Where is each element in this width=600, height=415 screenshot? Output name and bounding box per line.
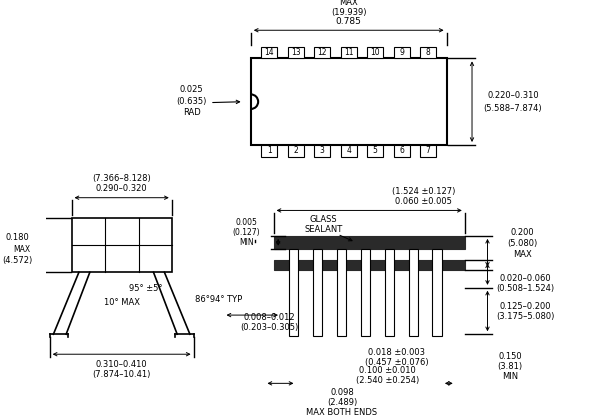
Bar [274,261,465,270]
Bar [341,145,357,157]
Bar [314,46,331,59]
Text: 6: 6 [399,146,404,155]
Text: 0.100 ±0.010: 0.100 ±0.010 [359,366,416,375]
Text: 86°94° TYP: 86°94° TYP [194,295,242,304]
Text: (5.080): (5.080) [507,239,537,248]
Bar [261,145,277,157]
Bar [409,249,418,336]
Text: 9: 9 [399,48,404,57]
Bar [337,249,346,336]
Text: 0.290–0.320: 0.290–0.320 [96,184,148,193]
Text: (3.175–5.080): (3.175–5.080) [497,312,555,321]
Text: MIN: MIN [502,371,518,381]
Text: SEALANT: SEALANT [305,225,343,234]
Text: 0.180: 0.180 [5,233,29,242]
Bar [289,249,298,336]
Text: (0.203–0.305): (0.203–0.305) [240,323,298,332]
Text: 0.125–0.200: 0.125–0.200 [500,303,551,311]
Text: 2: 2 [293,146,298,155]
Text: (19.939): (19.939) [331,7,367,17]
Text: 0.785: 0.785 [336,17,362,26]
Text: (0.457 ±0.076): (0.457 ±0.076) [365,358,428,367]
Bar [367,145,383,157]
Text: 14: 14 [265,48,274,57]
Text: (7.366–8.128): (7.366–8.128) [92,174,151,183]
Bar [71,218,172,272]
Text: RAD: RAD [183,108,200,117]
Text: (5.588–7.874): (5.588–7.874) [484,105,542,113]
Text: 1: 1 [267,146,272,155]
Text: GLASS: GLASS [310,215,337,224]
Text: 0.060 ±0.005: 0.060 ±0.005 [395,197,452,206]
Text: 13: 13 [291,48,301,57]
Bar [420,145,436,157]
Bar [313,249,322,336]
Text: 8: 8 [426,48,431,57]
Text: (2.489): (2.489) [327,398,357,407]
Text: 0.150: 0.150 [499,352,522,361]
Text: 0.200: 0.200 [510,228,534,237]
Text: 0.220–0.310: 0.220–0.310 [487,91,539,100]
Bar [385,249,394,336]
Text: (3.81): (3.81) [497,361,523,371]
Bar [251,59,446,145]
Bar [314,145,331,157]
Bar [394,46,410,59]
Bar [274,236,465,249]
Text: MIN: MIN [239,238,254,247]
Text: 5: 5 [373,146,377,155]
Bar [287,145,304,157]
Text: 0.008–0.012: 0.008–0.012 [243,313,295,322]
Text: 7: 7 [426,146,431,155]
Bar [367,46,383,59]
Text: 0.098: 0.098 [330,388,354,397]
Text: 0.025: 0.025 [180,85,203,94]
Text: 0.020–0.060: 0.020–0.060 [500,274,551,283]
Bar [433,249,442,336]
Text: (0.508–1.524): (0.508–1.524) [497,284,555,293]
Bar [261,46,277,59]
Text: (0.127): (0.127) [233,228,260,237]
Text: 10° MAX: 10° MAX [104,298,140,307]
Text: (2.540 ±0.254): (2.540 ±0.254) [356,376,419,385]
Text: 11: 11 [344,48,353,57]
Text: (1.524 ±0.127): (1.524 ±0.127) [392,187,455,196]
Bar [394,145,410,157]
Text: 0.005: 0.005 [235,218,257,227]
Bar [420,46,436,59]
Text: MAX BOTH ENDS: MAX BOTH ENDS [307,408,377,415]
Text: MAX: MAX [13,245,30,254]
Bar [287,46,304,59]
Text: 4: 4 [346,146,351,155]
Text: 95° ±5°: 95° ±5° [129,284,163,293]
Bar [361,249,370,336]
Text: MAX: MAX [340,0,358,7]
Text: 10: 10 [370,48,380,57]
Text: 12: 12 [317,48,327,57]
Text: MAX: MAX [512,250,532,259]
Text: (0.635): (0.635) [176,97,207,106]
Text: 0.018 ±0.003: 0.018 ±0.003 [368,348,425,357]
Text: (4.572): (4.572) [2,256,32,265]
Text: (7.874–10.41): (7.874–10.41) [92,370,151,379]
Text: 0.310–0.410: 0.310–0.410 [96,360,148,369]
Bar [341,46,357,59]
Text: 3: 3 [320,146,325,155]
